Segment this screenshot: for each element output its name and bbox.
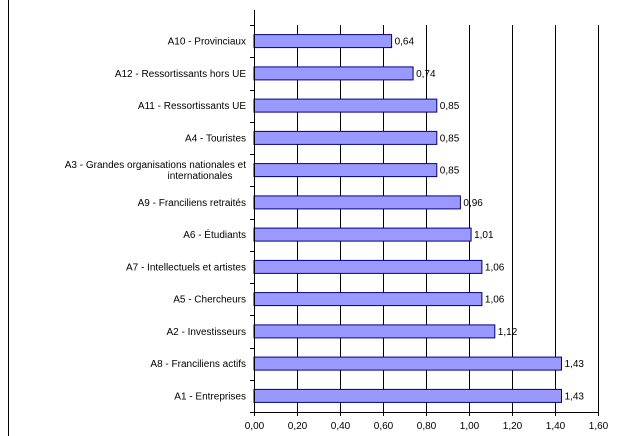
bar [253,292,483,307]
bar-value-label: 0,74 [416,69,436,80]
bar-value-label: 1,01 [474,230,494,241]
category-label: A1 - Entreprises [174,391,246,402]
bar-value-label: 1,43 [565,359,585,370]
x-tick-label: 1,40 [546,421,566,432]
left-frame-line [8,0,9,436]
category-label: A3 - Grandes organisations nationales et [65,160,246,171]
category-label: A9 - Franciliens retraités [138,198,246,209]
bar [253,259,483,274]
category-label: A7 - Intellectuels et artistes [126,262,246,273]
bar-value-label: 0,96 [463,198,483,209]
x-tick-label: 0,60 [374,421,394,432]
category-label: A10 - Provinciaux [168,37,246,48]
x-tick-label: 0,80 [417,421,437,432]
x-tick-label: 0,40 [331,421,351,432]
bar-value-label: 0,85 [440,166,460,177]
x-tick-label: 1,60 [589,421,609,432]
bar-value-label: 0,85 [440,133,460,144]
bar [253,34,393,49]
bar-value-label: 1,06 [485,295,505,306]
category-label: A5 - Chercheurs [173,295,246,306]
bar-value-label: 0,64 [395,37,415,48]
category-label: A6 - Étudiants [183,228,246,241]
category-label: A11 - Ressortissants UE [138,101,247,112]
bar [253,227,472,242]
bar [253,388,562,403]
x-tick-label: 0,20 [288,421,308,432]
bar-value-label: 1,43 [565,391,585,402]
bar [253,163,438,178]
bar-value-label: 1,06 [485,262,505,273]
bar-value-label: 0,85 [440,101,460,112]
category-label: internationales [167,171,232,182]
x-tick-label: 0,00 [245,421,265,432]
category-label: A12 - Ressortissants hors UE [115,69,246,80]
bar-value-label: 1,12 [498,327,518,338]
x-tick-label: 1,20 [503,421,523,432]
x-tick-label: 1,00 [460,421,480,432]
category-label: A8 - Franciliens actifs [150,359,246,370]
bar [253,195,461,210]
bar [253,130,438,145]
category-label: A4 - Touristes [185,133,246,144]
bar [253,66,414,81]
bar [253,324,496,339]
bar [253,98,438,113]
bar [253,356,562,371]
category-label: A2 - Investisseurs [167,327,246,338]
